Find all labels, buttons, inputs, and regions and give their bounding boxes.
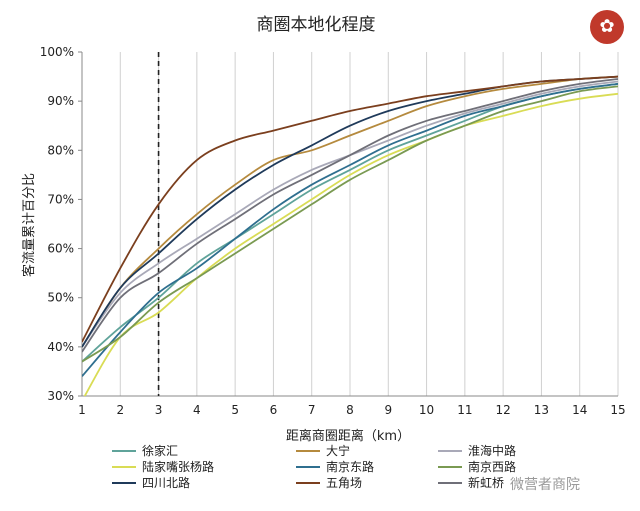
- legend-label: 南京东路: [326, 459, 374, 474]
- series-line-五角场: [82, 75, 618, 343]
- y-tick-label: 60%: [47, 242, 74, 256]
- series-line-新虹桥: [82, 78, 618, 353]
- grid: [81, 52, 619, 396]
- legend-label: 南京西路: [468, 459, 516, 474]
- y-tick-label: 50%: [47, 291, 74, 305]
- x-tick-label: 14: [572, 403, 587, 417]
- x-tick-label: 1: [78, 403, 86, 417]
- series-line-南京西路: [82, 85, 618, 363]
- x-tick-label: 11: [457, 403, 472, 417]
- x-tick-label: 10: [419, 403, 434, 417]
- brand-logo-icon: ✿: [590, 10, 624, 44]
- x-tick-label: 4: [193, 403, 201, 417]
- x-tick-label: 15: [610, 403, 625, 417]
- x-tick-label: 7: [308, 403, 316, 417]
- y-tick-label: 100%: [40, 45, 74, 59]
- x-tick-label: 2: [116, 403, 124, 417]
- series-lines: [82, 75, 618, 396]
- x-tick-label: 8: [346, 403, 354, 417]
- legend-label: 陆家嘴张杨路: [142, 459, 214, 474]
- series-line-陆家嘴张杨路: [83, 92, 618, 396]
- x-tick-label: 12: [496, 403, 511, 417]
- y-tick-label: 90%: [47, 94, 74, 108]
- watermark: 微营者商院: [510, 477, 580, 493]
- legend-label: 淮海中路: [468, 443, 516, 458]
- y-axis-label: 客流量累计百分比: [21, 173, 37, 277]
- axes: 1 2 3 4 5 6 7 8 9 10 11 12 13 14 1530%40%50%60%70%80%9…: [40, 45, 626, 417]
- y-tick-label: 80%: [47, 143, 74, 157]
- legend-label: 四川北路: [142, 475, 190, 490]
- series-line-南京东路: [82, 83, 618, 377]
- y-tick-label: 70%: [47, 192, 74, 206]
- legend-label: 徐家汇: [142, 443, 178, 458]
- series-line-大宁: [82, 75, 618, 348]
- x-tick-label: 3: [155, 403, 163, 417]
- legend-label: 大宁: [326, 443, 350, 458]
- chart-title: 商圈本地化程度: [257, 15, 376, 35]
- x-tick-label: 5: [231, 403, 239, 417]
- y-tick-label: 30%: [47, 389, 74, 403]
- legend-label: 五角场: [326, 476, 362, 490]
- x-tick-label: 13: [534, 403, 549, 417]
- y-tick-label: 40%: [47, 340, 74, 354]
- legend-label: 新虹桥: [468, 475, 504, 490]
- x-axis-label: 距离商圈距离（km）: [286, 428, 410, 444]
- x-tick-label: 9: [384, 403, 392, 417]
- x-tick-label: 6: [270, 403, 278, 417]
